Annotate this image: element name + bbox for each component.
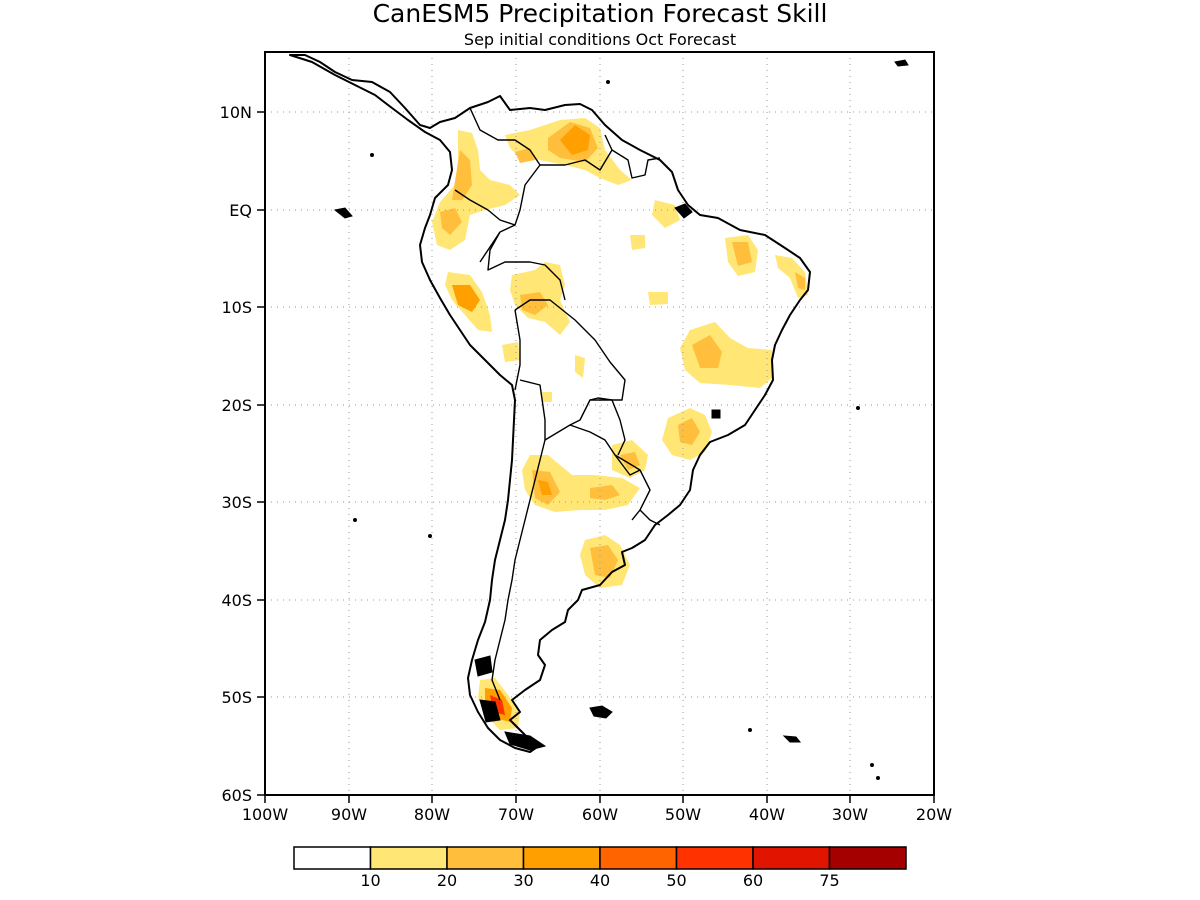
legend-level-label: 10 xyxy=(360,871,380,890)
lon-tick-label: 30W xyxy=(832,805,868,824)
lat-tick-label: 10N xyxy=(220,103,252,122)
lon-tick-label: 60W xyxy=(582,805,618,824)
legend-level-label: 50 xyxy=(666,871,686,890)
lat-tick-label: 50S xyxy=(221,688,252,707)
legend-swatch xyxy=(446,846,525,870)
lon-tick-label: 100W xyxy=(242,805,289,824)
south-america-coastline xyxy=(289,54,811,753)
lat-tick-label: 20S xyxy=(221,396,252,415)
longitude-axis: 100W 90W 80W 70W 60W 50W 40W 30W 20W xyxy=(242,795,952,824)
legend-level-label: 60 xyxy=(743,871,763,890)
legend-level-label: 40 xyxy=(590,871,610,890)
legend-swatch xyxy=(752,846,831,870)
map-title: CanESM5 Precipitation Forecast Skill xyxy=(373,0,828,28)
legend-level-label: 20 xyxy=(437,871,457,890)
legend-level-label: 30 xyxy=(513,871,533,890)
lat-tick-label: EQ xyxy=(229,201,252,220)
country-borders xyxy=(454,107,661,701)
color-legend: 10 20 30 40 50 60 75 xyxy=(293,846,907,890)
legend-swatch xyxy=(828,846,907,870)
lon-tick-label: 20W xyxy=(916,805,952,824)
legend-level-label: 75 xyxy=(819,871,839,890)
lon-tick-label: 90W xyxy=(331,805,367,824)
legend-swatch xyxy=(675,846,754,870)
lon-tick-label: 50W xyxy=(665,805,701,824)
lon-tick-label: 80W xyxy=(414,805,450,824)
legend-swatch xyxy=(369,846,448,870)
map-subtitle: Sep initial conditions Oct Forecast xyxy=(464,30,736,49)
lon-tick-label: 70W xyxy=(498,805,534,824)
lat-tick-label: 10S xyxy=(221,298,252,317)
legend-swatch xyxy=(599,846,678,870)
legend-swatch xyxy=(293,846,372,870)
lat-tick-label: 60S xyxy=(221,786,252,805)
lon-tick-label: 40W xyxy=(749,805,785,824)
lat-tick-label: 40S xyxy=(221,591,252,610)
islands xyxy=(333,59,909,780)
lat-tick-label: 30S xyxy=(221,493,252,512)
latitude-axis: 10N EQ 10S 20S 30S 40S 50S 60S xyxy=(220,103,265,805)
legend-swatch xyxy=(522,846,601,870)
